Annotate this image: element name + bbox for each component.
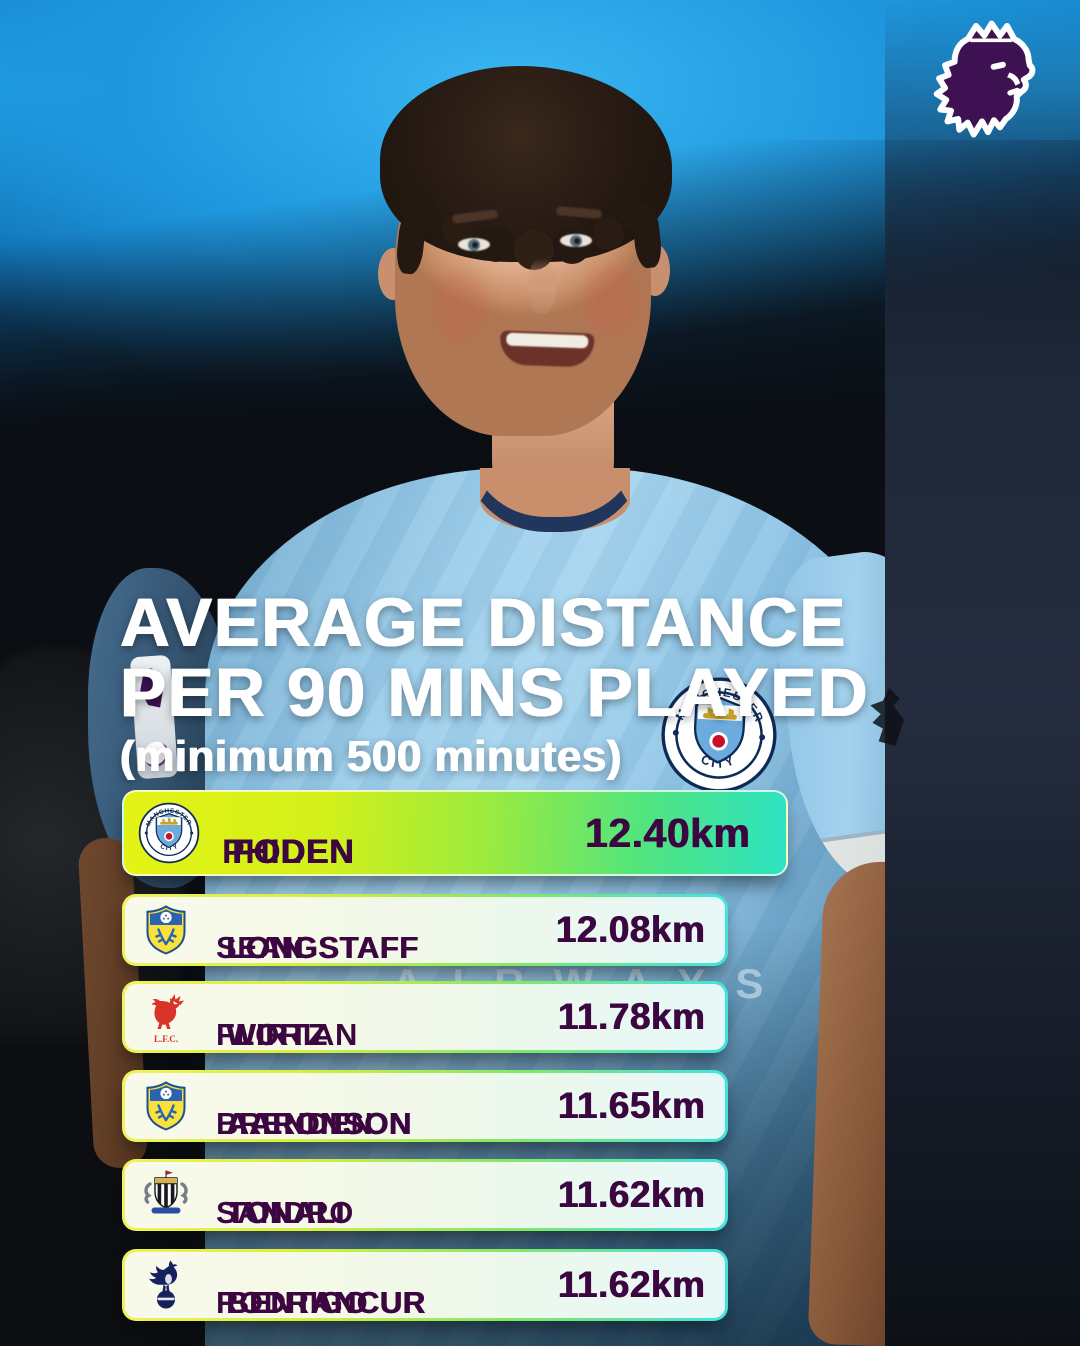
title-block: AVERAGE DISTANCE PER 90 MINS PLAYED (min… bbox=[120, 588, 869, 782]
cheek-shading bbox=[432, 272, 488, 342]
leaderboard-row: RODRIGO BENTANCUR 11.62km bbox=[122, 1249, 728, 1321]
cheek-shading bbox=[584, 266, 640, 336]
player-first-name: BRENDEN bbox=[216, 1106, 374, 1141]
leaderboard-row: BRENDEN AARONSON 11.65km bbox=[122, 1070, 728, 1142]
distance-value: 11.65km bbox=[557, 1085, 705, 1126]
player-hair bbox=[380, 66, 672, 262]
leaderboard-row-body: L.F.C. FLORIAN WIRTZ 11.78km bbox=[125, 984, 725, 1052]
player-mouth bbox=[499, 330, 595, 368]
player-first-name: SEAN bbox=[216, 930, 305, 965]
premier-league-lion-logo bbox=[928, 20, 1048, 156]
player-eye bbox=[560, 234, 592, 247]
player-first-name: FLORIAN bbox=[216, 1017, 358, 1052]
manchester-city-badge: MANCHESTER CITY bbox=[138, 802, 200, 864]
player-last-name: BENTANCUR bbox=[226, 1285, 426, 1320]
leaderboard-row: SANDRO TONALI 11.62km bbox=[122, 1159, 728, 1231]
leaderboard-row: SEAN LONGSTAFF 12.08km bbox=[122, 894, 728, 966]
player-last-name: FODEN bbox=[232, 833, 354, 871]
leaderboard-row-body: MANCHESTER CITY PHIL FODEN 12.40km bbox=[124, 792, 786, 874]
distance-value: 11.78km bbox=[557, 996, 705, 1037]
player-first-name: SANDRO bbox=[216, 1195, 354, 1230]
player-last-name: AARONSON bbox=[226, 1106, 412, 1141]
liverpool-badge: L.F.C. bbox=[138, 989, 194, 1045]
newcastle-united-badge bbox=[138, 1167, 194, 1223]
player-last-name: LONGSTAFF bbox=[226, 930, 419, 965]
leaderboard-row-body: BRENDEN AARONSON 11.65km bbox=[125, 1073, 725, 1141]
leaderboard-row: MANCHESTER CITY PHIL FODEN 12.40km bbox=[122, 790, 788, 876]
distance-value: 12.08km bbox=[555, 909, 705, 950]
player-last-name: WIRTZ bbox=[226, 1017, 328, 1052]
distance-value: 11.62km bbox=[557, 1174, 705, 1215]
player-last-name: TONALI bbox=[226, 1195, 345, 1230]
leeds-united-badge bbox=[138, 1078, 194, 1134]
leaderboard-row-body: SANDRO TONALI 11.62km bbox=[125, 1162, 725, 1230]
distance-value: 11.62km bbox=[557, 1264, 705, 1305]
distance-value: 12.40km bbox=[584, 809, 750, 856]
title-line-1: AVERAGE DISTANCE bbox=[120, 584, 847, 661]
leeds-united-badge bbox=[138, 902, 194, 958]
player-first-name: PHIL bbox=[222, 833, 302, 871]
leaderboard-row-body: SEAN LONGSTAFF 12.08km bbox=[125, 897, 725, 965]
leaderboard-row: L.F.C. FLORIAN WIRTZ 11.78km bbox=[122, 981, 728, 1053]
manchester-city-shirt-crest: MANCHESTER CITY bbox=[657, 673, 781, 797]
right-dark-backdrop bbox=[885, 0, 1080, 1346]
player-nose bbox=[528, 258, 556, 314]
tottenham-hotspur-badge bbox=[138, 1257, 194, 1313]
player-eye bbox=[458, 238, 490, 251]
leaderboard-row-body: RODRIGO BENTANCUR 11.62km bbox=[125, 1252, 725, 1320]
svg-text:L.F.C.: L.F.C. bbox=[154, 1034, 178, 1044]
title-line-2: PER 90 MINS PLAYED bbox=[120, 653, 870, 731]
player-first-name: RODRIGO bbox=[216, 1285, 369, 1320]
title-subtitle: (minimum 500 minutes) bbox=[120, 732, 622, 782]
